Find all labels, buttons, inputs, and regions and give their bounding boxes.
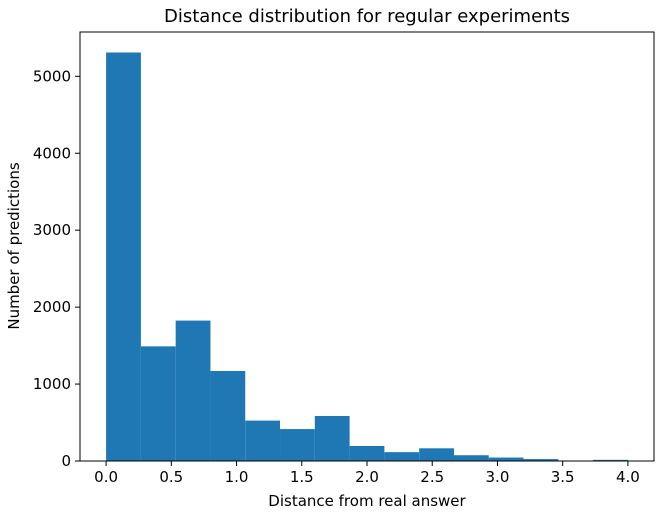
x-axis-label: Distance from real answer: [268, 492, 466, 510]
y-tick-label: 5000: [33, 67, 71, 85]
chart-title: Distance distribution for regular experi…: [164, 6, 570, 27]
x-tick-label: 2.5: [420, 468, 444, 486]
histogram-bar: [106, 52, 141, 461]
histogram-bar: [419, 448, 454, 461]
y-axis-ticks: 0 1000 2000 3000 4000 5000: [33, 67, 80, 470]
histogram-bar: [384, 452, 420, 461]
x-tick-label: 0.5: [159, 468, 183, 486]
histogram-bar: [593, 459, 628, 461]
x-tick-label: 0.0: [94, 468, 118, 486]
histogram-bar: [140, 346, 176, 461]
x-tick-label: 4.0: [616, 468, 640, 486]
x-tick-label: 1.0: [225, 468, 249, 486]
x-tick-label: 3.5: [551, 468, 575, 486]
histogram-bar: [245, 420, 281, 461]
y-tick-label: 0: [61, 452, 71, 470]
histogram-bar: [349, 445, 385, 461]
histogram-bar: [453, 455, 489, 461]
x-tick-label: 2.0: [355, 468, 379, 486]
bars-group: [106, 52, 628, 461]
y-tick-label: 2000: [33, 298, 71, 316]
y-tick-label: 4000: [33, 144, 71, 162]
histogram-bar: [523, 459, 559, 461]
x-tick-label: 1.5: [290, 468, 314, 486]
x-axis-ticks: 0.0 0.5 1.0 1.5 2.0 2.5 3.0 3.5 4.0: [94, 461, 640, 486]
histogram-bar: [175, 320, 211, 461]
histogram-bar: [280, 429, 315, 461]
histogram-bar: [210, 370, 246, 461]
histogram-bar: [314, 415, 350, 461]
y-tick-label: 3000: [33, 221, 71, 239]
histogram-bar: [488, 457, 524, 461]
y-axis-label: Number of predictions: [5, 162, 23, 330]
y-tick-label: 1000: [33, 375, 71, 393]
x-tick-label: 3.0: [486, 468, 510, 486]
